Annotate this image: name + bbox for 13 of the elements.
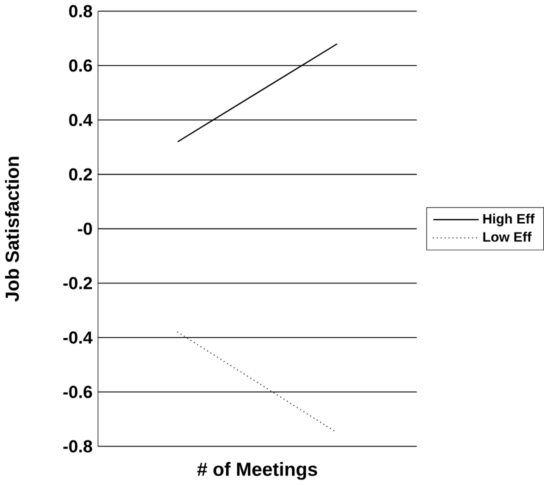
legend-label: High Eff: [483, 214, 535, 226]
y-tick-label: -0.4: [63, 331, 93, 344]
y-axis-title: Job Satisfaction: [5, 156, 19, 302]
y-tick-label: 0.8: [69, 5, 92, 18]
y-tick-label: 0.4: [69, 114, 93, 126]
y-tick-label: -0: [78, 222, 92, 235]
y-tick-label: -0.6: [63, 386, 92, 398]
legend-label: Low Eff: [483, 232, 532, 242]
x-axis-title: # of Meetings: [197, 462, 318, 480]
y-tick-label: 0.2: [69, 168, 92, 181]
y-tick-label: 0.6: [69, 60, 92, 72]
y-tick-label: -0.2: [63, 277, 92, 290]
y-tick-label: -0.8: [63, 440, 92, 453]
